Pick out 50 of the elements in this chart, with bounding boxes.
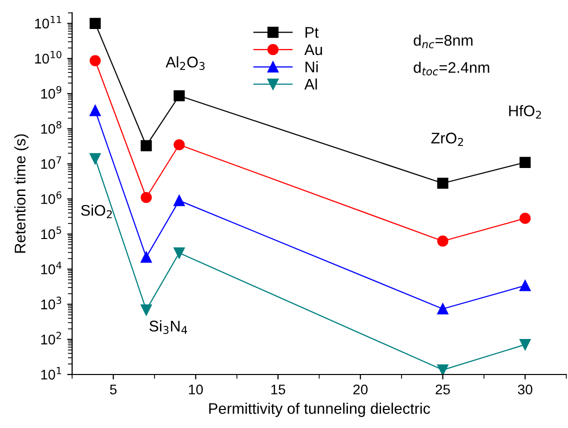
y-tick-label: 10$^{11}$: [35, 16, 62, 28]
y-tick-label: 10$^{9}$: [41, 86, 62, 99]
point: [90, 104, 101, 116]
y-axis-title: Retention time (s): [14, 134, 29, 253]
y-tick-label: 10$^{4}$: [41, 262, 62, 274]
point: [174, 90, 185, 102]
point: [90, 18, 101, 29]
x-tick-label: 25: [436, 384, 450, 394]
annotation: SiO$_{2}$: [81, 204, 112, 218]
y-tick-label: 10$^{2}$: [41, 332, 61, 344]
point: [140, 140, 152, 152]
annotation: Al$_{2}$O$_{3}$: [166, 56, 205, 70]
legend-label: Au: [304, 44, 322, 56]
point: [437, 178, 448, 189]
y-tick-label: 10$^{6}$: [41, 191, 62, 204]
point: [520, 339, 531, 350]
y-tick-label: 10$^{7}$: [41, 156, 62, 169]
point: [174, 139, 185, 150]
annotation: ZrO$_{2}$: [431, 132, 463, 146]
point: [520, 156, 531, 168]
point: [174, 247, 185, 258]
legend-label: Pt: [306, 27, 319, 38]
y-tick-label: 10$^{1}$: [41, 367, 62, 380]
annotation: Si$_{3}$N$_{4}$: [149, 320, 188, 334]
point: [437, 236, 448, 247]
point: [437, 364, 448, 374]
x-axis-title: Permittivity of tunneling dielectric: [209, 402, 430, 417]
point: [90, 153, 101, 164]
point: [520, 280, 531, 292]
x-tick-label: 30: [518, 384, 532, 394]
y-tick-label: 10$^{8}$: [41, 121, 62, 134]
annotation: d$_{toc}$=2.4nm: [414, 62, 490, 76]
point: [437, 303, 448, 314]
point: [140, 192, 152, 204]
x-tick-label: 20: [353, 384, 368, 394]
x-tick-label: 5: [110, 384, 117, 394]
y-tick-label: 10$^{5}$: [41, 226, 62, 240]
point: [174, 195, 185, 206]
point: [140, 304, 152, 316]
point: [140, 252, 152, 263]
point: [90, 55, 101, 66]
annotation: HfO$_{2}$: [509, 105, 541, 119]
point: [520, 212, 531, 224]
y-tick-label: 10$^{10}$: [35, 50, 62, 64]
x-tick-label: 15: [271, 384, 286, 394]
y-tick-label: 10$^{3}$: [41, 296, 62, 310]
legend-label: Ni: [306, 61, 318, 72]
legend-label: Al: [304, 78, 317, 90]
annotation: d$_{nc}$=8nm: [414, 34, 472, 48]
x-tick-label: 10: [189, 384, 203, 394]
